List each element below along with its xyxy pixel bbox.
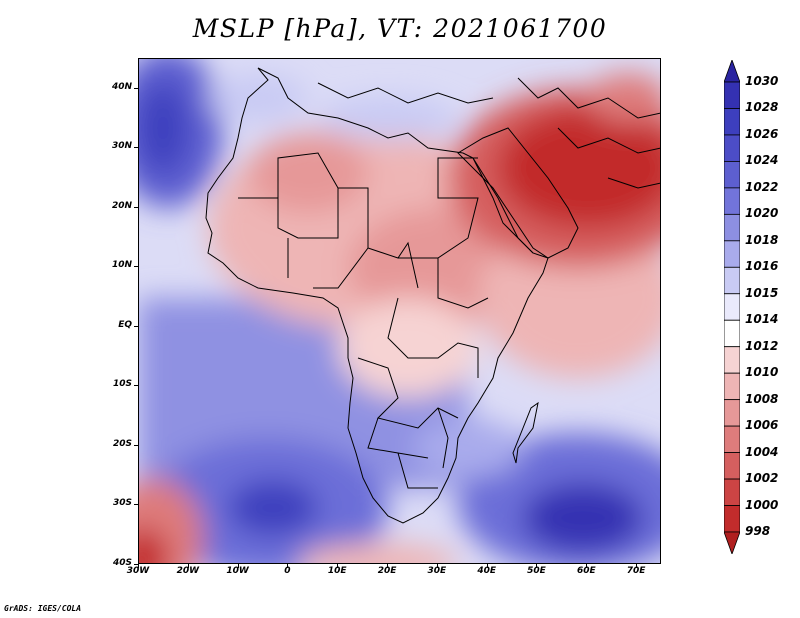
coastlines-and-borders bbox=[205, 67, 661, 524]
colorbar-label: 1008 bbox=[745, 391, 779, 406]
longitude-label: 30W bbox=[126, 566, 150, 576]
latitude-label: 30S bbox=[112, 498, 132, 509]
colorbar-label: 1030 bbox=[745, 74, 779, 88]
mslp-map bbox=[138, 58, 661, 564]
colorbar-swatch bbox=[724, 240, 740, 268]
longitude-tick bbox=[586, 564, 588, 568]
longitude-label: 30E bbox=[427, 566, 447, 576]
longitude-tick bbox=[536, 564, 538, 568]
colorbar-swatch bbox=[724, 505, 740, 533]
longitude-tick bbox=[237, 564, 239, 568]
colorbar-bottom-arrow bbox=[724, 531, 740, 554]
longitude-tick bbox=[486, 564, 488, 568]
colorbar-label: 1026 bbox=[745, 126, 779, 141]
colorbar-swatch bbox=[724, 478, 740, 506]
africa-coastline bbox=[205, 67, 549, 524]
colorbar-label: 1014 bbox=[745, 312, 779, 327]
colorbar-label: 1006 bbox=[745, 418, 779, 433]
colorbar-swatch bbox=[724, 399, 740, 427]
longitude-tick bbox=[436, 564, 438, 568]
colorbar-label: 1000 bbox=[745, 497, 779, 512]
colorbar-swatch bbox=[724, 134, 740, 162]
latitude-label: 40N bbox=[111, 81, 132, 92]
longitude-tick bbox=[138, 564, 139, 568]
colorbar-swatch bbox=[724, 372, 740, 401]
longitude-tick bbox=[337, 564, 339, 568]
colorbar-swatch bbox=[724, 346, 740, 374]
longitude-label: 70E bbox=[626, 566, 646, 576]
colorbar-label: 998 bbox=[745, 524, 771, 538]
colorbar-swatch bbox=[724, 81, 740, 109]
latitude-label: 10S bbox=[112, 379, 132, 390]
colorbar-swatch bbox=[724, 452, 740, 480]
longitude-tick bbox=[287, 564, 289, 568]
longitude-tick bbox=[636, 564, 638, 568]
latitude-tick bbox=[134, 564, 138, 565]
colorbar-label: 1015 bbox=[745, 285, 779, 300]
colorbar-swatch bbox=[724, 187, 740, 215]
latitude-tick bbox=[134, 444, 138, 446]
colorbar-label: 1016 bbox=[745, 259, 779, 274]
colorbar-label: 1028 bbox=[745, 100, 779, 115]
colorbar-label: 1002 bbox=[745, 471, 779, 486]
latitude-tick bbox=[134, 385, 138, 387]
colorbar-swatch bbox=[724, 108, 740, 136]
red-sea-coast bbox=[472, 157, 534, 254]
grads-credit: GrADS: IGES/COLA bbox=[4, 604, 82, 613]
latitude-label: 10N bbox=[111, 260, 132, 271]
colorbar-label: 1012 bbox=[745, 338, 779, 353]
longitude-label: 20W bbox=[176, 566, 200, 576]
colorbar-swatch bbox=[724, 425, 740, 453]
latitude-label: 30N bbox=[111, 141, 132, 152]
colorbar-label: 1020 bbox=[745, 206, 779, 221]
country-borders bbox=[238, 152, 489, 489]
longitude-label: 20E bbox=[377, 566, 397, 576]
longitude-label: 10W bbox=[226, 566, 249, 576]
longitude-tick bbox=[387, 564, 389, 568]
latitude-label: EQ bbox=[118, 319, 132, 330]
longitude-label: 50E bbox=[527, 566, 546, 576]
longitude-tick bbox=[187, 564, 189, 568]
colorbar-label: 1018 bbox=[745, 232, 779, 247]
longitude-label: 10E bbox=[327, 566, 347, 576]
latitude-tick bbox=[134, 266, 138, 268]
latitude-tick bbox=[134, 504, 138, 506]
longitude-label: 60E bbox=[576, 566, 596, 576]
colorbar-label: 1010 bbox=[745, 365, 779, 380]
colorbar bbox=[724, 60, 740, 554]
colorbar-top-arrow bbox=[724, 60, 740, 83]
colorbar-label: 1024 bbox=[745, 153, 779, 168]
colorbar-swatch bbox=[724, 319, 740, 348]
northern-borders bbox=[317, 77, 661, 189]
latitude-label: 40S bbox=[112, 558, 132, 568]
colorbar-swatch bbox=[724, 161, 740, 189]
colorbar-label: 1022 bbox=[745, 179, 779, 194]
longitude-label: 40E bbox=[477, 566, 496, 576]
longitude-label: 0 bbox=[284, 566, 291, 576]
latitude-label: 20N bbox=[111, 200, 132, 211]
madagascar-coastline bbox=[512, 401, 539, 464]
colorbar-swatch bbox=[724, 213, 740, 242]
colorbar-label: 1004 bbox=[745, 444, 779, 459]
map-title: MSLP [hPa], VT: 2021061700 bbox=[192, 14, 608, 43]
latitude-tick bbox=[134, 325, 138, 327]
latitude-tick bbox=[134, 206, 138, 208]
colorbar-swatch bbox=[724, 266, 740, 295]
latitude-label: 20S bbox=[112, 438, 132, 449]
arabian-peninsula-outline bbox=[457, 127, 579, 259]
latitude-tick bbox=[134, 87, 138, 89]
latitude-tick bbox=[134, 147, 138, 149]
colorbar-swatch bbox=[724, 293, 740, 321]
